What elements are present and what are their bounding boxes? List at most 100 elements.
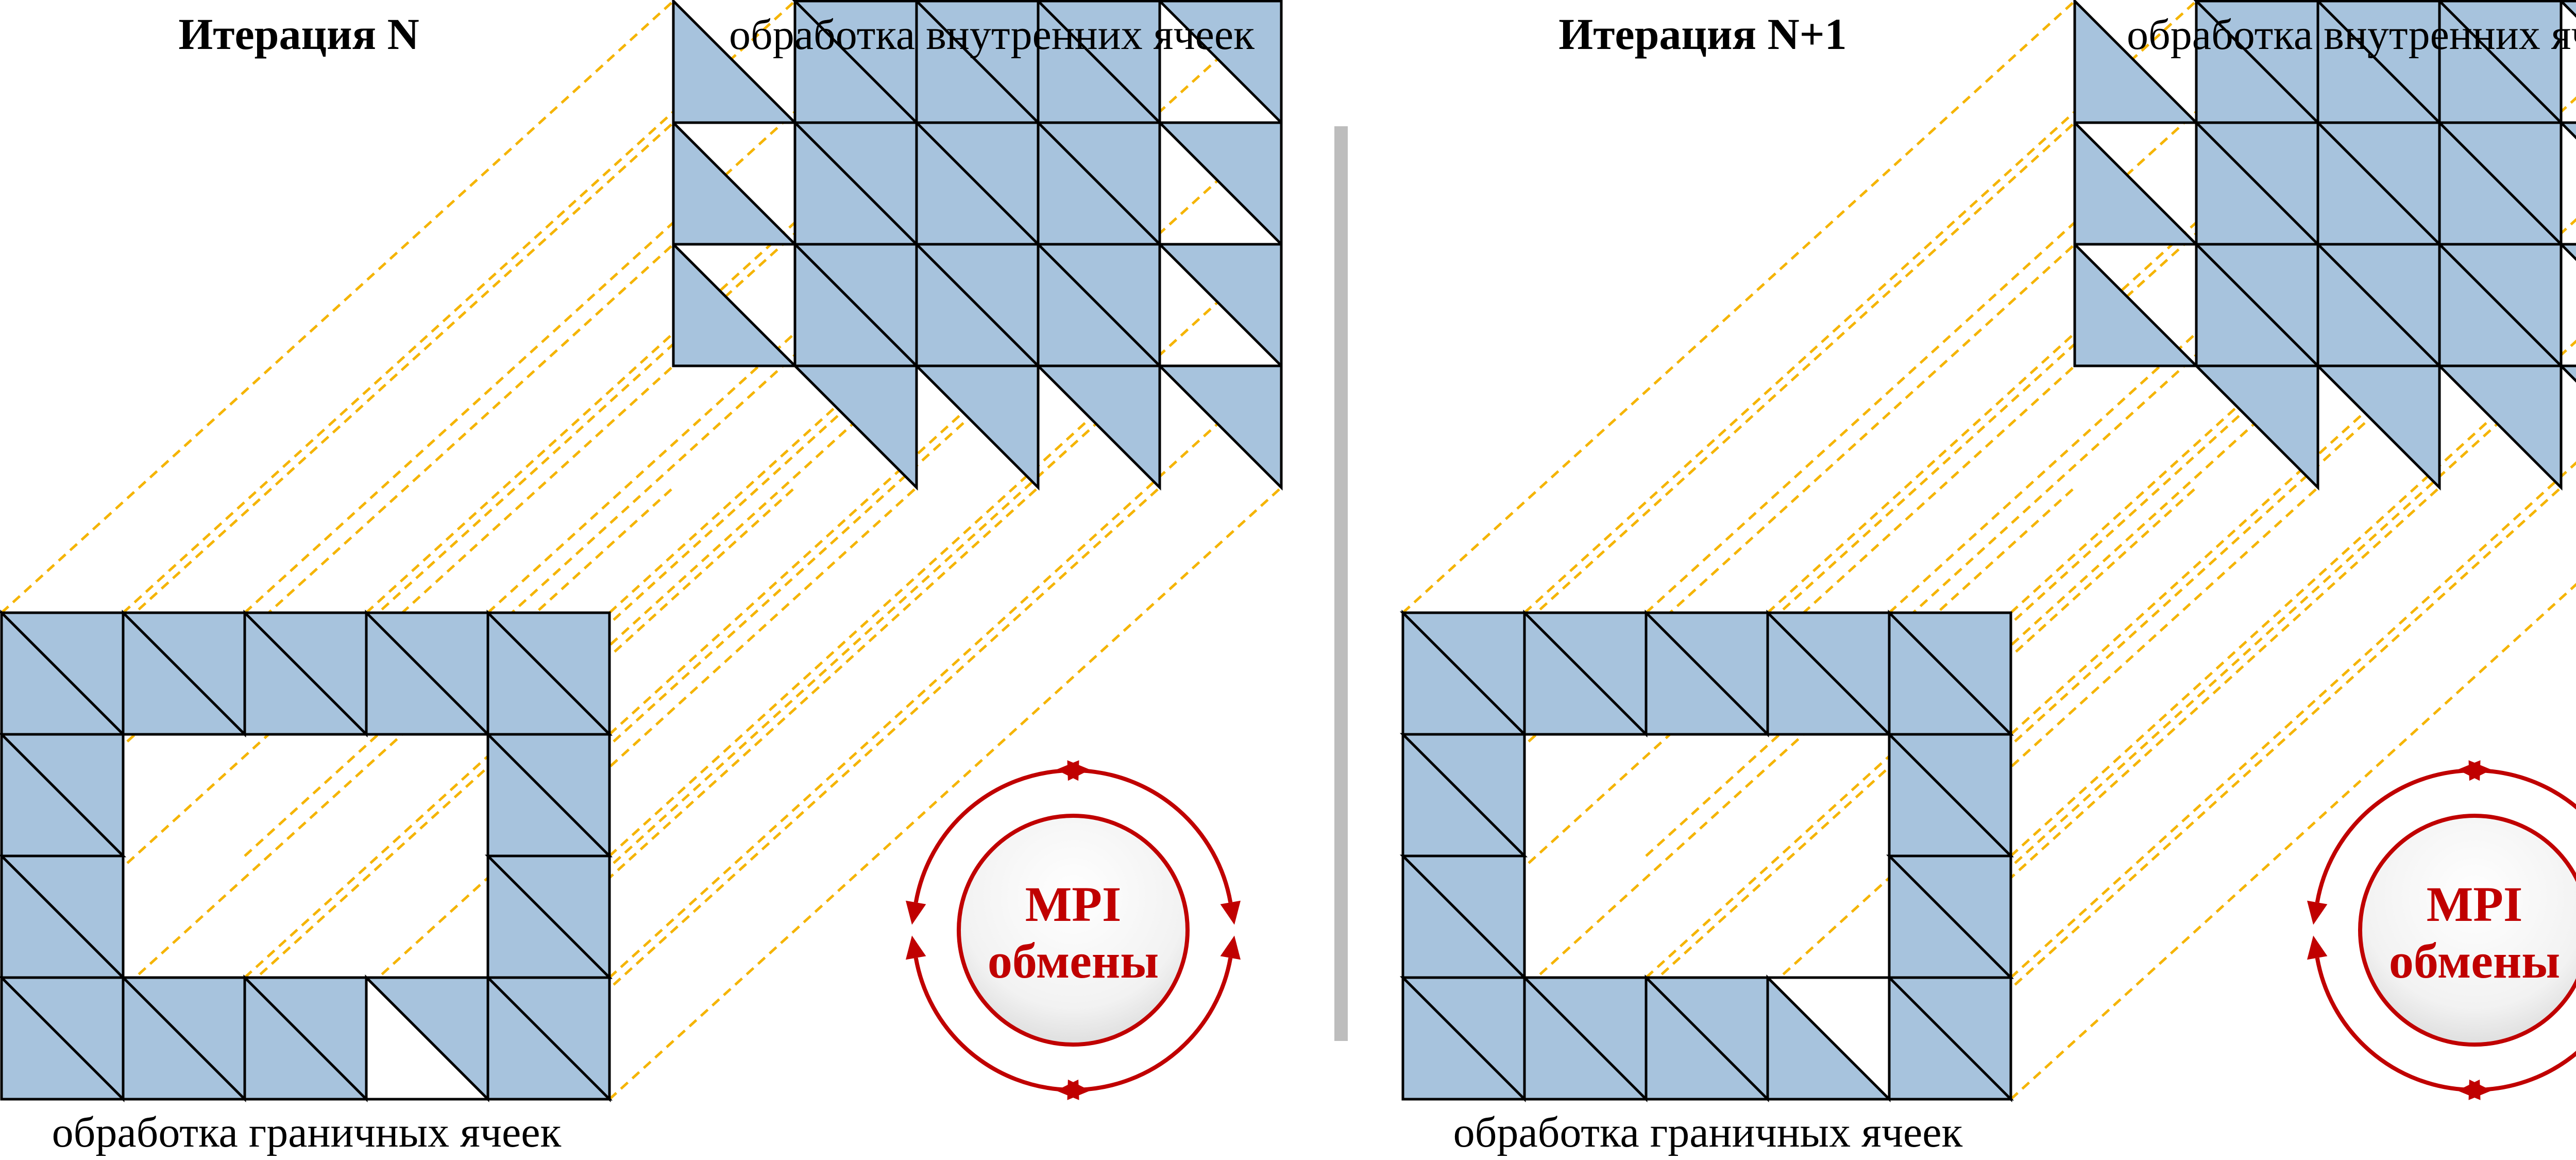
iteration-title: Итерация N xyxy=(178,9,419,59)
iteration-separator xyxy=(1334,126,1348,1041)
mpi-arrowheads xyxy=(2307,760,2492,1100)
interior-cell-triangle xyxy=(915,0,1042,124)
interior-cell-triangle xyxy=(1037,241,1163,367)
mpi-label-line2: обмены xyxy=(988,933,1159,988)
interior-cell-triangle xyxy=(793,0,920,124)
mpi-arrowhead xyxy=(2307,935,2328,960)
mpi-arrowhead xyxy=(1220,935,1241,960)
projection-line xyxy=(365,486,1039,1100)
interior-cell-triangle xyxy=(2438,241,2565,367)
interior-cell-triangle xyxy=(1156,243,1283,369)
projection-line xyxy=(1645,243,2319,857)
interior-cell-triangle xyxy=(2557,121,2576,140)
projection-line xyxy=(122,0,796,614)
projection-line xyxy=(487,243,1161,857)
mpi-arrowhead xyxy=(2457,1079,2481,1100)
projection-line xyxy=(1645,122,2319,735)
projection-line xyxy=(244,0,918,614)
projection-line xyxy=(2010,340,2576,857)
projection-line xyxy=(1888,243,2562,857)
interior-cell-triangle xyxy=(2557,243,2576,261)
interior-cell-triangle xyxy=(2073,0,2200,124)
boundary-cells-label: обработка граничных ячеек xyxy=(1453,1108,1963,1156)
mpi-arrowheads xyxy=(906,760,1241,1100)
interior-cell-triangle xyxy=(2316,241,2443,367)
mpi-exchange-symbol: MPI обмены xyxy=(2307,760,2576,1100)
interior-cells-grid xyxy=(672,0,1283,491)
projection-line xyxy=(1,486,674,1100)
projection-line xyxy=(2010,461,2576,979)
mpi-arrowhead xyxy=(1056,760,1079,781)
interior-cell-triangle xyxy=(2316,119,2443,246)
projection-line xyxy=(1523,486,2197,1100)
projection-line xyxy=(1888,365,2562,979)
mpi-circle xyxy=(957,814,1190,1047)
interior-cell-triangle xyxy=(2314,364,2441,491)
projection-line xyxy=(608,122,1282,735)
mpi-arrow-arc-upper-left xyxy=(913,768,1068,903)
interior-cell-triangle xyxy=(2193,364,2319,491)
interior-cell-triangle xyxy=(793,241,920,367)
mpi-arrowhead xyxy=(906,935,926,960)
projection-line xyxy=(608,486,1282,1100)
interior-cell-triangle xyxy=(1156,364,1283,491)
boundary-cells-frame xyxy=(1399,609,2014,1103)
projection-line xyxy=(1767,486,2441,1100)
mpi-label-line1: MPI xyxy=(2427,877,2523,932)
boundary-cell-triangle xyxy=(1888,609,2014,736)
boundary-cell-triangle xyxy=(1888,731,2014,858)
boundary-cell-triangle xyxy=(486,609,613,736)
boundary-cell-triangle xyxy=(1766,609,1893,736)
iteration-title: Итерация N+1 xyxy=(1558,9,1846,59)
interior-cell-triangle xyxy=(2436,364,2563,491)
boundary-cell-triangle xyxy=(486,852,613,979)
mpi-arrowhead xyxy=(2307,900,2328,925)
mpi-arrowhead xyxy=(2457,760,2481,781)
interior-cell-triangle xyxy=(1037,0,1163,124)
mpi-arrow-arc-upper-right xyxy=(2480,768,2576,810)
projection-line xyxy=(487,486,1161,1100)
interior-cell-triangle xyxy=(915,119,1042,246)
interior-cell-triangle xyxy=(2073,119,2200,246)
boundary-cell-triangle xyxy=(1645,609,1771,736)
interior-cells-label: обработка внутренних ячеек xyxy=(729,11,1255,59)
interior-cells-label: обработка внутренних ячеек xyxy=(2127,11,2576,59)
interior-cell-triangle xyxy=(913,364,1040,491)
projection-line xyxy=(1,122,674,735)
interior-cell-triangle xyxy=(2558,0,2576,18)
projection-line xyxy=(1402,0,2076,614)
projection-line xyxy=(244,122,918,735)
projection-line xyxy=(1402,243,2076,857)
boundary-cells-frame xyxy=(0,609,613,1103)
interior-cell-triangle xyxy=(2438,0,2565,124)
mpi-arrowhead xyxy=(1220,900,1241,925)
interior-cell-triangle xyxy=(793,119,920,246)
interior-cell-triangle xyxy=(2073,241,2200,367)
projection-line xyxy=(1,0,674,614)
mpi-exchange-symbol: MPI обмены xyxy=(906,760,1241,1100)
interior-cell-triangle xyxy=(672,119,799,246)
interior-cell-triangle xyxy=(1037,119,1163,246)
interior-cell-triangle xyxy=(2557,364,2576,383)
projection-line xyxy=(1888,122,2562,735)
interior-cell-triangle xyxy=(1157,0,1283,126)
panel-iteration-n-plus-1: MPI обмены Итерация N+1 обработка внутре… xyxy=(1399,0,2576,1156)
interior-cell-triangle xyxy=(1035,364,1161,491)
mpi-arrowhead xyxy=(906,900,926,925)
projection-line xyxy=(122,486,796,1100)
mpi-arrow-arc-upper-left xyxy=(2315,768,2469,903)
mpi-label-line1: MPI xyxy=(1025,877,1122,932)
projection-line xyxy=(487,365,1161,979)
projection-line xyxy=(244,243,918,857)
boundary-cell-triangle xyxy=(122,609,248,736)
projection-line xyxy=(1,243,674,857)
projection-line xyxy=(487,122,1161,735)
boundary-cell-triangle xyxy=(243,609,370,736)
interior-cell-triangle xyxy=(2195,0,2321,124)
boundary-cells-label: обработка граничных ячеек xyxy=(52,1108,562,1156)
projection-line xyxy=(608,243,1282,857)
interior-cells-grid xyxy=(2073,0,2576,491)
interior-cell-triangle xyxy=(2438,119,2565,246)
interior-cell-triangle xyxy=(915,241,1042,367)
